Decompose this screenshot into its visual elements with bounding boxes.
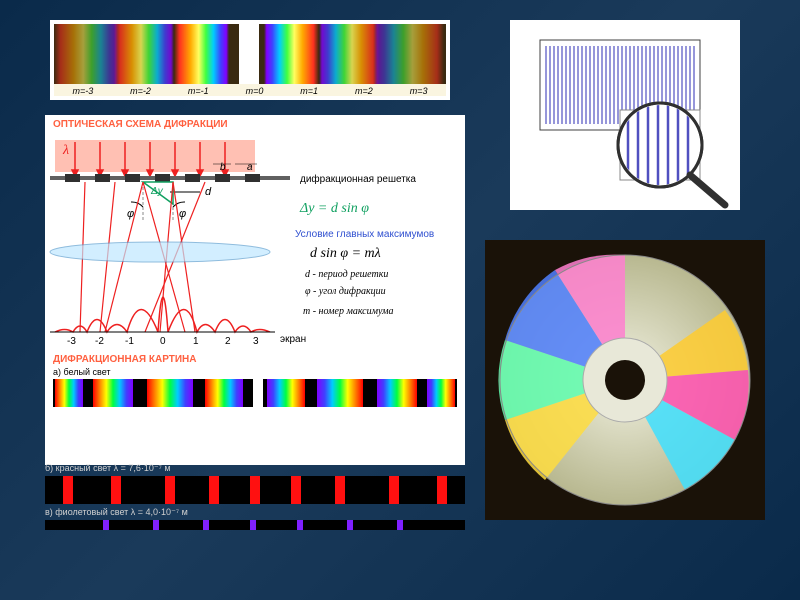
pattern-white-light [53,379,457,407]
legend-d: d - период решетки [305,269,388,280]
order-m-1 [174,24,229,84]
grating-magnifier-figure [510,20,740,210]
svg-text:3: 3 [253,336,259,347]
pattern-a-caption: а) белый свет [53,367,457,379]
top-diffraction-spectrum: m=-3 m=-2 m=-1 m=0 m=1 m=2 m=3 [50,20,450,100]
lbl-m-2: m=-2 [130,86,151,96]
patterns-heading: ДИФРАКЦИОННАЯ КАРТИНА [45,352,465,367]
dy-label: Δy [150,186,164,197]
screen-label: экран [280,334,306,345]
order-m-3 [54,24,119,84]
lbl-m2: m=2 [355,86,373,96]
magnifier-svg [510,20,740,210]
svg-text:-1: -1 [125,336,134,347]
svg-text:1: 1 [193,336,199,347]
order-m-2 [114,24,174,84]
legend-phi: φ - угол дифракции [305,286,386,297]
pattern-violet-light [45,520,465,530]
order-labels: m=-3 m=-2 m=-1 m=0 m=1 m=2 m=3 [54,84,446,96]
phi-label-l: φ [127,208,134,220]
pattern-b-caption: б) красный свет λ = 7,6·10⁻⁷ м [45,460,465,476]
phi-label-r: φ [179,208,186,220]
spectrum-strip [54,24,446,84]
cond-label: Условие главных максимумов [295,229,434,240]
schema-heading: ОПТИЧЕСКАЯ СХЕМА ДИФРАКЦИИ [45,115,465,132]
svg-text:-2: -2 [95,336,104,347]
svg-text:-3: -3 [67,336,76,347]
pattern-red-light [45,476,465,504]
xticks: -3 -2 -1 0 1 2 3 [67,336,259,347]
lbl-m1: m=1 [300,86,318,96]
pattern-c-caption: в) фиолетовый свет λ = 4,0·10⁻⁷ м [45,504,465,520]
white-center [253,379,263,407]
optical-schema-panel: ОПТИЧЕСКАЯ СХЕМА ДИФРАКЦИИ λ b a d [45,115,465,465]
order-p2 [319,24,379,84]
schema-svg: λ b a d φ φ Δy [45,132,465,352]
lbl-m3: m=3 [410,86,428,96]
diffraction-patterns: б) красный свет λ = 7,6·10⁻⁷ м в) фиолет… [45,460,465,530]
order-center [239,24,259,84]
equation-max: d sin φ = mλ [310,246,381,261]
equation-dy: Δy = d sin φ [299,201,369,216]
legend-m: m - номер максимума [303,306,394,317]
grating-label: дифракционная решетка [300,173,416,185]
d-label: d [205,186,212,198]
lbl-m-1: m=-1 [188,86,209,96]
a-label: a [247,162,253,173]
order-p1 [264,24,319,84]
lambda-label: λ [62,143,69,158]
b-label: b [220,162,226,173]
order-p3 [374,24,444,84]
svg-text:2: 2 [225,336,231,347]
cd-svg [485,240,765,520]
lbl-m0: m=0 [246,86,264,96]
svg-text:0: 0 [160,336,166,347]
cd-disc-figure [485,240,765,520]
lbl-m-3: m=-3 [72,86,93,96]
